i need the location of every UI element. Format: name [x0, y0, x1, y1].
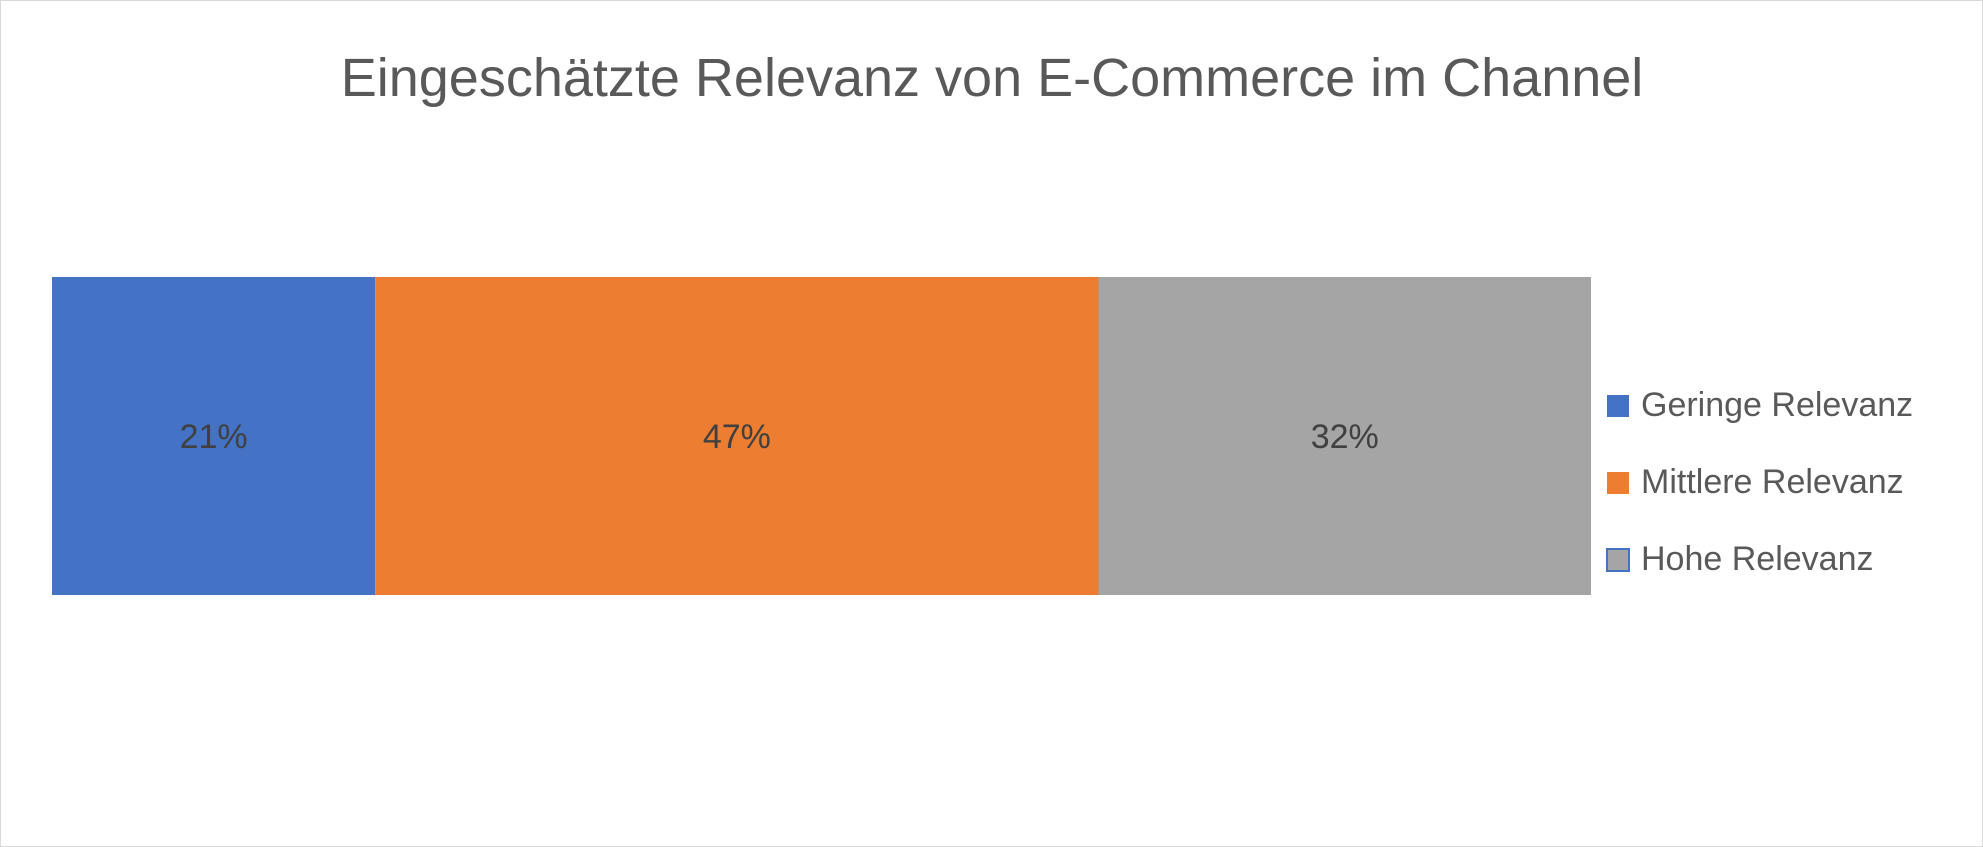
legend-swatch-1: [1607, 395, 1629, 417]
legend-label-2: Mittlere Relevanz: [1641, 463, 1904, 501]
bar-segment-3: [1098, 277, 1591, 595]
data-label-1: 21%: [180, 418, 248, 456]
legend-item-2: Mittlere Relevanz: [1607, 463, 1904, 501]
legend-swatch-3: [1606, 548, 1630, 572]
bar-group: 21% 47% 32%: [52, 277, 1591, 595]
legend: Geringe Relevanz Mittlere Relevanz Hohe Re…: [1606, 386, 1913, 578]
legend-label-1: Geringe Relevanz: [1641, 386, 1913, 424]
bar-segment-1: [52, 277, 376, 595]
legend-item-1: Geringe Relevanz: [1607, 386, 1913, 424]
data-label-2: 47%: [703, 418, 771, 456]
legend-label-3: Hohe Relevanz: [1641, 540, 1873, 578]
data-label-3: 32%: [1311, 418, 1379, 456]
bar-segment-2: [375, 277, 1099, 595]
legend-item-3: Hohe Relevanz: [1606, 540, 1873, 578]
legend-swatch-2: [1607, 472, 1629, 494]
chart-title: Eingeschätzte Relevanz von E-Commerce im…: [341, 48, 1644, 108]
